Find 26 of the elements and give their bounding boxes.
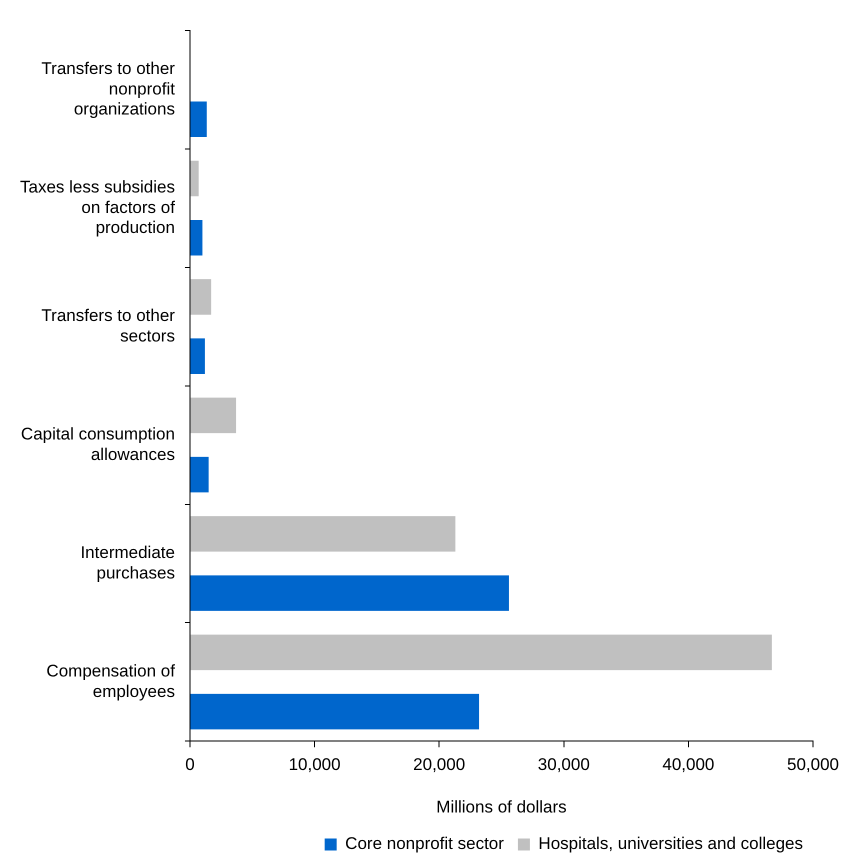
bar <box>190 516 456 552</box>
x-tick-label: 0 <box>185 755 195 774</box>
y-tick-label: Transfers to other nonprofit organizations <box>41 58 176 119</box>
bar <box>190 575 509 611</box>
bar <box>190 101 207 138</box>
y-tick-label: Transfers to other sectors <box>41 306 176 346</box>
bar <box>190 279 212 315</box>
bar <box>190 456 209 492</box>
bar <box>190 694 480 730</box>
legend-label: Hospitals, universities and colleges <box>538 834 804 854</box>
x-tick-label: 20,000 <box>413 755 466 774</box>
x-tick-label: 40,000 <box>662 755 714 774</box>
bar <box>190 634 772 670</box>
bar <box>190 398 236 434</box>
y-tick-label: Capital consumption allowances <box>20 424 175 464</box>
y-tick-label: Taxes less subsidies on factors of production <box>20 177 176 238</box>
bar <box>190 220 202 256</box>
x-tick-label: 50,000 <box>787 755 839 774</box>
x-axis-title: Millions of dollars <box>436 797 567 816</box>
y-tick-label: Intermediate purchases <box>80 542 175 582</box>
y-tick-label: Compensation of employees <box>46 661 176 701</box>
x-tick-label: 10,000 <box>288 755 341 774</box>
legend-label: Core nonprofit sector <box>345 834 504 854</box>
x-tick-label: 30,000 <box>538 755 590 774</box>
bar <box>190 338 205 374</box>
bar <box>190 160 199 196</box>
